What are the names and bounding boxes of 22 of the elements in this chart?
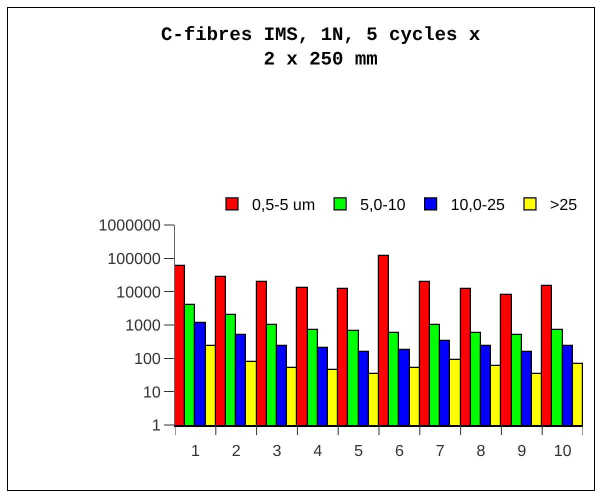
y-tick-label: 1000000 xyxy=(98,218,161,235)
y-tick-label: 100000 xyxy=(107,250,161,268)
x-tick-label: 10 xyxy=(554,442,572,460)
x-tick-label: 2 xyxy=(232,442,241,460)
x-tick-label: 8 xyxy=(476,442,486,460)
x-tick-label: 9 xyxy=(517,442,526,460)
y-tick-label: 1 xyxy=(152,418,161,435)
y-tick-label: 100 xyxy=(134,350,161,368)
chart-title: C-fibres IMS, 1N, 5 cycles x 2 x 250 mm xyxy=(161,24,480,71)
x-tick-label: 5 xyxy=(354,442,364,460)
legend-label: >25 xyxy=(550,197,578,214)
x-tick-label: 4 xyxy=(313,442,322,460)
x-tick-label: 3 xyxy=(272,442,282,460)
legend-label: 5,0-10 xyxy=(360,197,406,214)
x-tick-label: 6 xyxy=(394,442,404,460)
x-tick-label: 1 xyxy=(190,442,200,460)
y-tick-label: 10 xyxy=(143,384,161,402)
y-tick-label: 10000 xyxy=(116,284,161,302)
legend-label: 0,5-5 um xyxy=(252,197,316,214)
legend-label: 10,0-25 xyxy=(450,197,505,214)
x-tick-label: 7 xyxy=(436,442,445,460)
y-tick-label: 1000 xyxy=(125,318,161,335)
